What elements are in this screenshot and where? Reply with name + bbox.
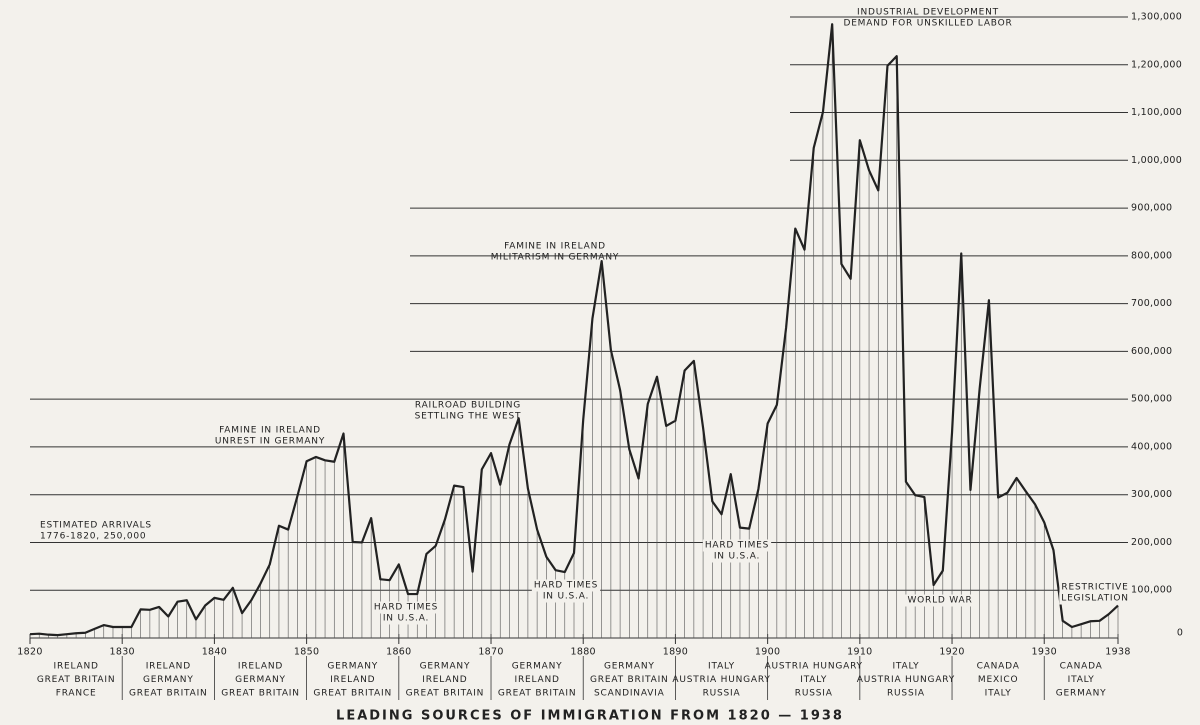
annotation: LEGISLATION (1061, 594, 1129, 604)
source-country: GERMANY (143, 675, 194, 685)
y-tick-label: 500,000 (1131, 394, 1172, 405)
source-country: AUSTRIA HUNGARY (857, 675, 955, 685)
source-country: IRELAND (238, 662, 283, 672)
annotation-background (1059, 581, 1131, 594)
source-country: IRELAND (422, 675, 467, 685)
source-country: ITALY (800, 675, 827, 685)
source-country: GERMANY (604, 662, 655, 672)
source-country: SCANDINAVIA (594, 689, 665, 699)
y-tick-label: 800,000 (1131, 250, 1172, 261)
source-country: IRELAND (515, 675, 560, 685)
source-country: CANADA (977, 662, 1020, 672)
source-country: GERMANY (512, 662, 563, 672)
y-tick-label: 1,100,000 (1131, 107, 1182, 118)
source-country: GREAT BRITAIN (37, 675, 116, 685)
annotation-background (905, 594, 975, 607)
annotation: ESTIMATED ARRIVALS (40, 521, 152, 531)
source-country: MEXICO (978, 675, 1018, 685)
annotation: 1776-1820, 250,000 (40, 532, 146, 542)
source-country: ITALY (1068, 675, 1095, 685)
annotation-background (531, 579, 601, 592)
y-tick-label: 1,000,000 (1131, 155, 1182, 166)
annotation: DEMAND FOR UNSKILLED LABOR (843, 19, 1012, 29)
source-country: GREAT BRITAIN (590, 675, 669, 685)
y-tick-label: 1,300,000 (1131, 12, 1182, 23)
x-tick-label: 1880 (571, 647, 596, 658)
y-tick-label: 1,200,000 (1131, 59, 1182, 70)
x-tick-label: 1890 (663, 647, 688, 658)
source-country: GREAT BRITAIN (129, 689, 208, 699)
source-country: ITALY (985, 689, 1012, 699)
source-country: ITALY (708, 662, 735, 672)
annotation-background (1059, 592, 1131, 605)
x-tick-label: 1830 (110, 647, 135, 658)
source-country: RUSSIA (703, 689, 741, 699)
y-tick-label: 900,000 (1131, 203, 1172, 214)
source-country: IRELAND (53, 662, 98, 672)
x-tick-label: 1870 (478, 647, 503, 658)
source-country: GERMANY (327, 662, 378, 672)
annotation-background (380, 612, 432, 625)
x-tick-label: 1930 (1032, 647, 1057, 658)
x-tick-label: 1920 (939, 647, 964, 658)
chart-title: LEADING SOURCES OF IMMIGRATION FROM 1820… (336, 709, 844, 724)
annotation: UNREST IN GERMANY (215, 437, 325, 447)
source-country: GREAT BRITAIN (498, 689, 577, 699)
source-country: GERMANY (420, 662, 471, 672)
x-tick-label: 1938 (1105, 647, 1130, 658)
annotation: IN U.S.A. (714, 552, 760, 562)
annotation: RESTRICTIVE (1061, 583, 1128, 593)
x-tick-label: 1860 (386, 647, 411, 658)
y-tick-label: 700,000 (1131, 298, 1172, 309)
annotation: MILITARISM IN GERMANY (491, 253, 619, 263)
source-country: ITALY (892, 662, 919, 672)
annotation: WORLD WAR (907, 596, 972, 606)
y-tick-label: 300,000 (1131, 489, 1172, 500)
source-country: RUSSIA (887, 689, 925, 699)
y-tick-label: 200,000 (1131, 537, 1172, 548)
y-tick-label: 0 (1177, 628, 1183, 639)
x-tick-label: 1910 (847, 647, 872, 658)
y-tick-label: 600,000 (1131, 346, 1172, 357)
annotation-background (371, 601, 441, 614)
annotation: IN U.S.A. (543, 592, 589, 602)
x-tick-label: 1850 (294, 647, 319, 658)
annotation: HARD TIMES (534, 581, 598, 591)
annotation-background (540, 590, 592, 603)
source-country: GERMANY (1056, 689, 1107, 699)
source-country: FRANCE (56, 689, 97, 699)
source-country: AUSTRIA HUNGARY (765, 662, 863, 672)
source-country: GREAT BRITAIN (313, 689, 392, 699)
annotation: FAMINE IN IRELAND (219, 426, 321, 436)
source-country: GERMANY (235, 675, 286, 685)
x-tick-label: 1900 (755, 647, 780, 658)
source-country: RUSSIA (795, 689, 833, 699)
y-tick-label: 400,000 (1131, 441, 1172, 452)
x-tick-label: 1840 (202, 647, 227, 658)
annotation-background (711, 550, 763, 563)
annotation: HARD TIMES (374, 603, 438, 613)
annotation: INDUSTRIAL DEVELOPMENT (857, 8, 999, 18)
y-tick-label: 100,000 (1131, 585, 1172, 596)
annotation: RAILROAD BUILDING (415, 401, 521, 411)
source-country: IRELAND (146, 662, 191, 672)
immigration-line (29, 23, 1119, 637)
annotation-background (702, 539, 772, 552)
source-country: GREAT BRITAIN (221, 689, 300, 699)
annotation: SETTLING THE WEST (415, 412, 522, 422)
annotation: IN U.S.A. (383, 614, 429, 624)
annotation: HARD TIMES (705, 541, 769, 551)
source-country: GREAT BRITAIN (406, 689, 485, 699)
annotation: FAMINE IN IRELAND (504, 242, 606, 252)
source-country: AUSTRIA HUNGARY (672, 675, 770, 685)
x-tick-label: 1820 (17, 647, 42, 658)
source-country: IRELAND (330, 675, 375, 685)
source-country: CANADA (1060, 662, 1103, 672)
